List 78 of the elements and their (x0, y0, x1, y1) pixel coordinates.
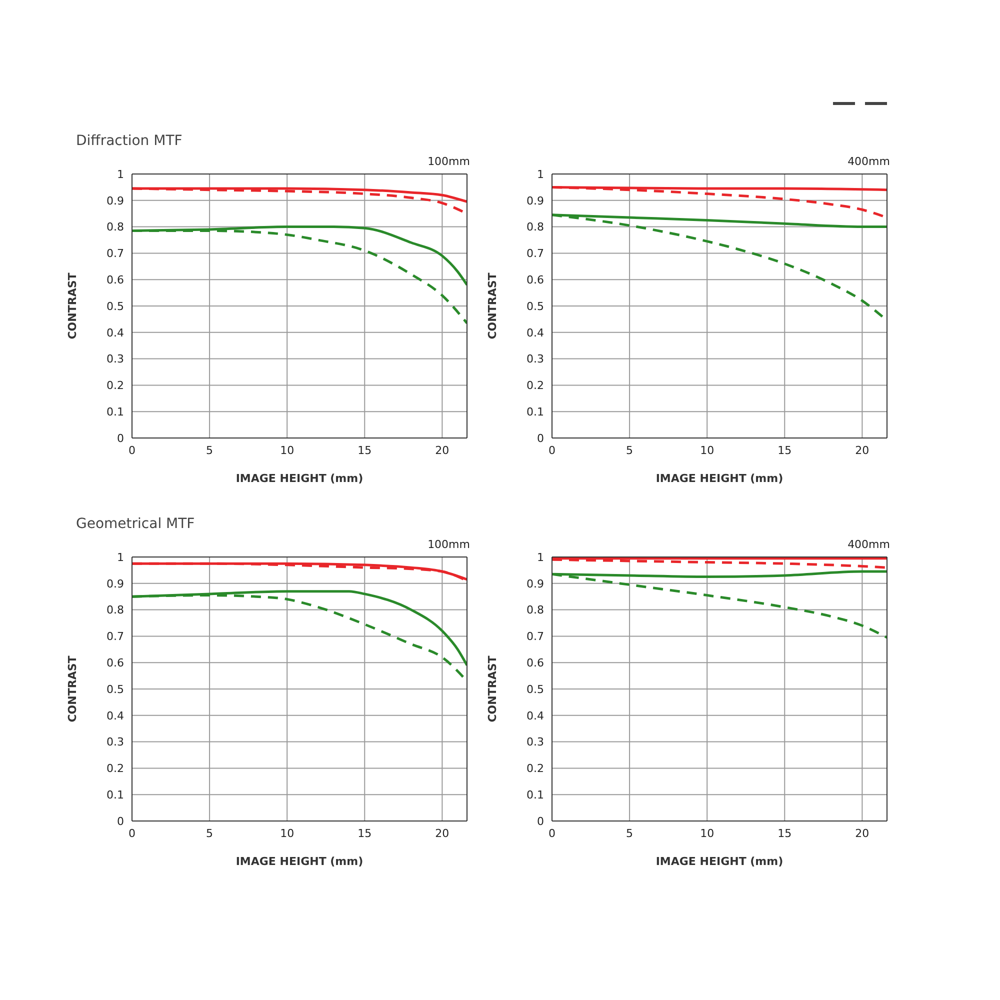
y-tick-label: 1 (537, 550, 544, 564)
x-tick-label: 10 (700, 826, 714, 840)
y-tick-label: 0.8 (106, 220, 124, 234)
x-tick-label: 5 (206, 444, 214, 457)
y-tick-label: 0.4 (526, 326, 544, 340)
x-tick-label: 20 (855, 826, 870, 840)
y-tick-label: 1 (117, 168, 124, 181)
y-tick-label: 1 (117, 550, 124, 564)
y-tick-label: 0.1 (526, 788, 544, 802)
y-tick-label: 0.2 (526, 379, 544, 392)
chart-subtitle: 100mm (428, 538, 470, 551)
x-tick-label: 5 (206, 826, 214, 840)
y-axis-title: CONTRAST (486, 655, 499, 722)
y-tick-label: 0.9 (106, 194, 124, 208)
y-tick-label: 0.7 (526, 630, 544, 644)
y-axis-title: CONTRAST (66, 272, 79, 340)
y-tick-label: 0.4 (106, 326, 124, 340)
chart-title: Diffraction MTF (76, 133, 182, 149)
y-tick-label: 0.1 (526, 406, 544, 419)
x-tick-label: 15 (778, 826, 792, 840)
x-tick-label: 20 (435, 444, 450, 457)
y-tick-label: 0.7 (106, 247, 124, 260)
y-tick-label: 0.7 (106, 630, 124, 644)
x-tick-label: 10 (700, 444, 714, 457)
y-tick-label: 0.8 (106, 604, 124, 617)
x-axis-title: IMAGE HEIGHT (mm) (236, 855, 364, 868)
y-tick-label: 0.6 (526, 656, 544, 670)
x-tick-label: 15 (358, 826, 372, 840)
y-tick-label: 0.3 (106, 736, 124, 749)
y-tick-label: 0.5 (526, 300, 544, 313)
y-tick-label: 0.9 (106, 577, 124, 590)
y-tick-label: 0 (117, 814, 124, 828)
x-tick-label: 20 (435, 826, 450, 840)
y-tick-label: 0.3 (526, 352, 544, 366)
y-tick-label: 0.4 (106, 709, 124, 722)
x-tick-label: 15 (778, 444, 792, 457)
x-tick-label: 20 (855, 444, 870, 457)
x-tick-label: 0 (128, 444, 136, 457)
y-tick-label: 0.2 (526, 762, 544, 776)
x-tick-label: 15 (358, 444, 372, 457)
x-tick-label: 10 (280, 444, 294, 457)
y-tick-label: 0.3 (106, 352, 124, 366)
y-tick-label: 0.3 (526, 736, 544, 749)
x-tick-label: 5 (626, 826, 634, 840)
y-tick-label: 0.6 (106, 274, 124, 287)
y-tick-label: 0.6 (106, 656, 124, 670)
x-tick-label: 5 (626, 444, 634, 457)
y-tick-label: 0.2 (106, 379, 124, 392)
y-tick-label: 0.8 (526, 220, 544, 234)
y-tick-label: 0.1 (106, 406, 124, 419)
y-tick-label: 0.9 (526, 577, 544, 590)
y-axis-title: CONTRAST (486, 272, 499, 340)
chart-subtitle: 400mm (848, 538, 890, 551)
x-axis-title: IMAGE HEIGHT (mm) (656, 855, 784, 868)
chart-title: Geometrical MTF (76, 516, 195, 532)
y-tick-label: 0.2 (106, 762, 124, 776)
y-tick-label: 0.6 (526, 274, 544, 287)
chart-subtitle: 400mm (848, 155, 890, 168)
x-tick-label: 10 (280, 826, 294, 840)
x-tick-label: 0 (548, 826, 556, 840)
y-tick-label: 0.5 (526, 682, 544, 696)
y-axis-title: CONTRAST (66, 655, 79, 722)
y-tick-label: 0.5 (106, 300, 124, 313)
y-tick-label: 0.4 (526, 709, 544, 722)
y-tick-label: 0.8 (526, 604, 544, 617)
chart-subtitle: 100mm (428, 155, 470, 168)
y-tick-label: 0.1 (106, 788, 124, 802)
y-tick-label: 0 (117, 432, 124, 445)
x-tick-label: 0 (548, 444, 556, 457)
y-tick-label: 0 (537, 432, 544, 445)
y-tick-label: 0 (537, 814, 544, 828)
y-tick-label: 0.7 (526, 247, 544, 260)
x-tick-label: 0 (128, 826, 136, 840)
x-axis-title: IMAGE HEIGHT (mm) (656, 472, 784, 485)
y-tick-label: 0.9 (526, 194, 544, 208)
y-tick-label: 0.5 (106, 682, 124, 696)
y-tick-label: 1 (537, 168, 544, 181)
x-axis-title: IMAGE HEIGHT (mm) (236, 472, 364, 485)
